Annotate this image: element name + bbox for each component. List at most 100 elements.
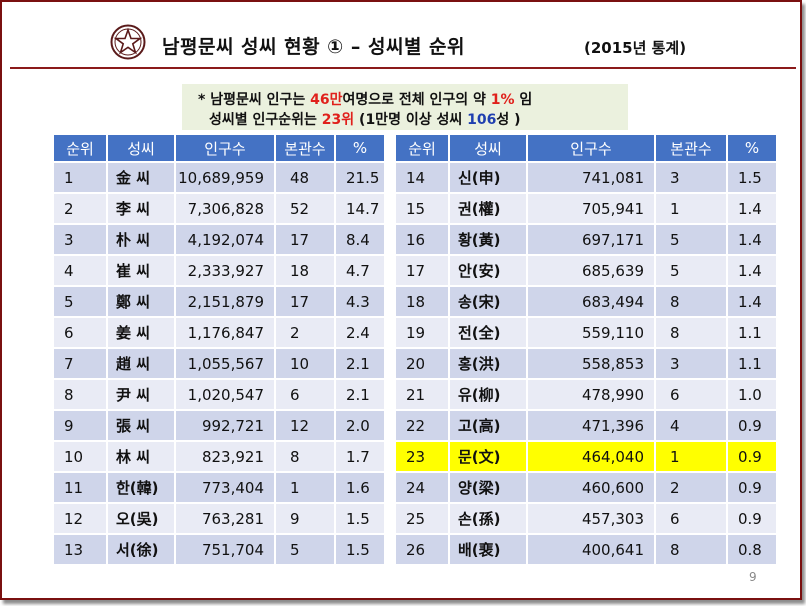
clan-count-cell: 17 (276, 287, 334, 316)
clan-count-cell: 9 (276, 504, 334, 533)
rank-cell: 22 (396, 411, 448, 440)
table-header-row: 순위 성씨 인구수 본관수 % (54, 135, 384, 161)
clan-count-cell: 5 (276, 535, 334, 564)
table-row: 11 한(韓) 773,404 1 1.6 (54, 473, 384, 502)
population-cell: 1,055,567 (176, 349, 274, 378)
percent-cell: 1.4 (728, 287, 776, 316)
surname-cell: 전(全) (450, 318, 526, 347)
rank-cell: 18 (396, 287, 448, 316)
percent-cell: 0.9 (728, 504, 776, 533)
percent-cell: 1.7 (336, 442, 384, 471)
clan-count-cell: 8 (656, 287, 726, 316)
clan-count-cell: 6 (656, 380, 726, 409)
percent-cell: 2.1 (336, 349, 384, 378)
rank-cell: 13 (54, 535, 106, 564)
percent-cell: 2.1 (336, 380, 384, 409)
rank-cell: 3 (54, 225, 106, 254)
table-row: 20 홍(洪) 558,853 3 1.1 (396, 349, 776, 378)
table-row: 18 송(宋) 683,494 8 1.4 (396, 287, 776, 316)
population-cell: 741,081 (528, 163, 654, 192)
page-number: 9 (749, 570, 757, 584)
rank-cell: 10 (54, 442, 106, 471)
table-row: 25 손(孫) 457,303 6 0.9 (396, 504, 776, 533)
population-cell: 400,641 (528, 535, 654, 564)
population-cell: 7,306,828 (176, 194, 274, 223)
rank-cell: 15 (396, 194, 448, 223)
table-row: 16 황(黃) 697,171 5 1.4 (396, 225, 776, 254)
title-divider (10, 67, 796, 69)
percent-cell: 2.0 (336, 411, 384, 440)
rank-cell: 23 (396, 442, 448, 471)
clan-count-cell: 10 (276, 349, 334, 378)
note-line-1: * 남평문씨 인구는 46만여명으로 전체 인구의 약 1% 임 (198, 92, 533, 108)
rank-cell: 17 (396, 256, 448, 285)
percent-cell: 1.5 (336, 504, 384, 533)
rank-cell: 1 (54, 163, 106, 192)
surname-cell: 송(宋) (450, 287, 526, 316)
col-population: 인구수 (528, 135, 654, 161)
population-cell: 705,941 (528, 194, 654, 223)
percent-cell: 0.9 (728, 473, 776, 502)
col-surname: 성씨 (450, 135, 526, 161)
page-title: 남평문씨 성씨 현황 ① – 성씨별 순위 (162, 36, 466, 58)
clan-count-cell: 2 (656, 473, 726, 502)
population-cell: 559,110 (528, 318, 654, 347)
clan-count-cell: 3 (656, 163, 726, 192)
population-cell: 773,404 (176, 473, 274, 502)
population-cell: 478,990 (528, 380, 654, 409)
surname-cell: 권(權) (450, 194, 526, 223)
population-cell: 471,396 (528, 411, 654, 440)
col-population: 인구수 (176, 135, 274, 161)
clan-count-cell: 48 (276, 163, 334, 192)
percent-cell: 1.4 (728, 225, 776, 254)
percent-cell: 14.7 (336, 194, 384, 223)
population-cell: 558,853 (528, 349, 654, 378)
table-row: 10 林 씨 823,921 8 1.7 (54, 442, 384, 471)
percent-cell: 1.4 (728, 194, 776, 223)
surname-cell: 홍(洪) (450, 349, 526, 378)
percent-cell: 0.9 (728, 411, 776, 440)
rank-cell: 24 (396, 473, 448, 502)
clan-count-cell: 5 (656, 256, 726, 285)
clan-count-cell: 1 (656, 194, 726, 223)
surname-cell: 유(柳) (450, 380, 526, 409)
population-cell: 4,192,074 (176, 225, 274, 254)
population-cell: 457,303 (528, 504, 654, 533)
table-row: 26 배(裵) 400,641 8 0.8 (396, 535, 776, 564)
surname-cell: 배(裵) (450, 535, 526, 564)
surname-cell: 朴 씨 (108, 225, 174, 254)
population-cell: 1,176,847 (176, 318, 274, 347)
clan-count-cell: 18 (276, 256, 334, 285)
table-row: 15 권(權) 705,941 1 1.4 (396, 194, 776, 223)
clan-count-cell: 6 (656, 504, 726, 533)
clan-count-cell: 17 (276, 225, 334, 254)
table-row: 17 안(安) 685,639 5 1.4 (396, 256, 776, 285)
rank-cell: 8 (54, 380, 106, 409)
rank-cell: 7 (54, 349, 106, 378)
population-cell: 685,639 (528, 256, 654, 285)
population-cell: 683,494 (528, 287, 654, 316)
rank-cell: 26 (396, 535, 448, 564)
rank-cell: 2 (54, 194, 106, 223)
table-header-row: 순위 성씨 인구수 본관수 % (396, 135, 776, 161)
rank-cell: 6 (54, 318, 106, 347)
surname-cell: 趙 씨 (108, 349, 174, 378)
col-clan-count: 본관수 (276, 135, 334, 161)
rank-cell: 19 (396, 318, 448, 347)
clan-count-cell: 5 (656, 225, 726, 254)
table-row: 22 고(高) 471,396 4 0.9 (396, 411, 776, 440)
surname-cell: 張 씨 (108, 411, 174, 440)
surname-cell: 金 씨 (108, 163, 174, 192)
rank-cell: 20 (396, 349, 448, 378)
clan-count-cell: 8 (656, 318, 726, 347)
surname-cell: 崔 씨 (108, 256, 174, 285)
surname-cell: 황(黃) (450, 225, 526, 254)
population-cell: 464,040 (528, 442, 654, 471)
